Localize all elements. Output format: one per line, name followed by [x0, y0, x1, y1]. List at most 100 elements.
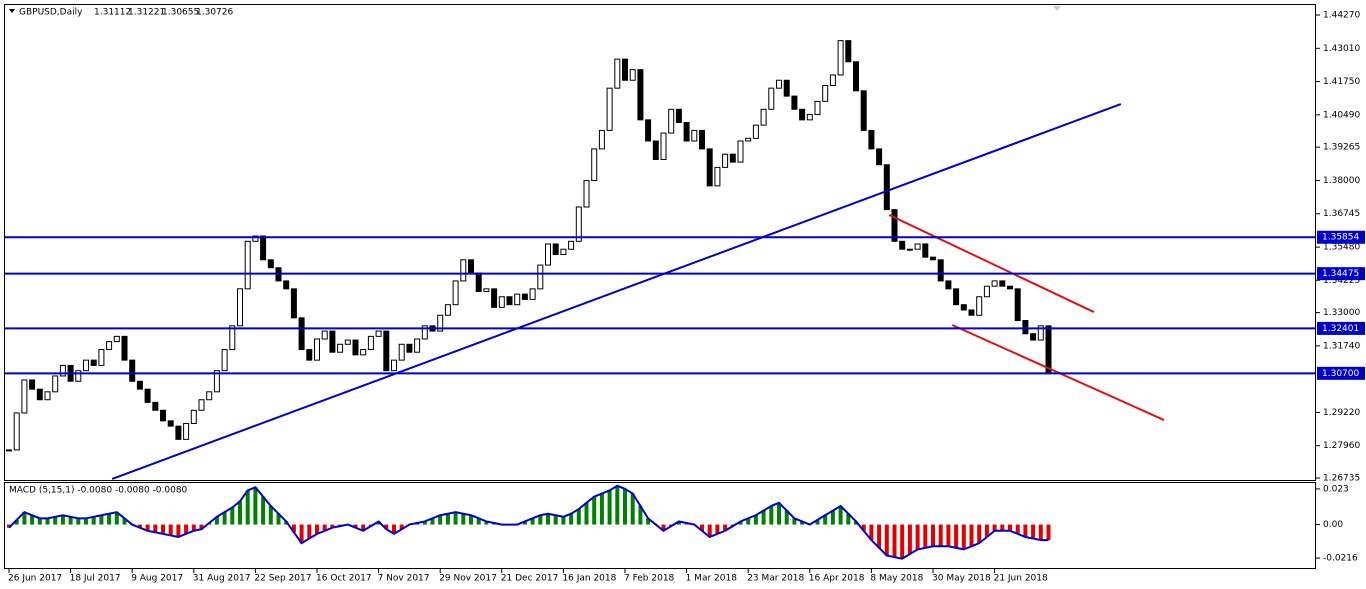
level-label: 1.30700 — [1322, 369, 1359, 379]
candle — [991, 280, 998, 287]
candle — [930, 256, 936, 261]
x-tick-label: 16 Jan 2018 — [562, 574, 616, 584]
x-tick-label: 16 Oct 2017 — [316, 574, 372, 584]
macd-bar — [700, 524, 704, 531]
macd-bar — [307, 524, 312, 539]
x-tick-label: 21 Jun 2018 — [994, 574, 1048, 584]
candle — [999, 280, 1006, 287]
macd-bar — [977, 524, 982, 544]
macd-bar — [299, 524, 304, 544]
candle — [337, 343, 344, 353]
candle — [221, 349, 228, 372]
candle — [945, 280, 952, 290]
y-tick-label: 1.41750 — [1323, 77, 1360, 87]
macd-bar — [430, 518, 435, 525]
main-panel — [4, 4, 1316, 481]
candle — [452, 280, 459, 306]
y-tick-label: 1.40490 — [1323, 110, 1360, 120]
macd-bar — [53, 516, 58, 525]
candle — [237, 288, 243, 327]
level-label: 1.34475 — [1322, 269, 1359, 279]
candle — [290, 288, 297, 319]
candle — [283, 280, 290, 290]
candle — [344, 339, 351, 345]
candle — [375, 330, 382, 337]
candle — [437, 314, 444, 332]
candle — [491, 288, 498, 308]
x-tick-label: 21 Dec 2017 — [501, 574, 559, 584]
candle — [175, 425, 182, 440]
macd-bar — [569, 513, 574, 525]
macd-bar — [291, 524, 296, 533]
candle — [121, 335, 128, 361]
scroll-arrow[interactable] — [1053, 6, 1061, 11]
candle — [845, 40, 852, 63]
candle — [529, 288, 536, 300]
level-label: 1.32401 — [1322, 324, 1359, 334]
macd-bar — [861, 524, 866, 531]
macd-bar — [161, 524, 165, 534]
candle — [906, 248, 913, 251]
macd-bar — [830, 510, 835, 525]
macd-bar — [22, 512, 27, 525]
macd-bar — [261, 496, 266, 525]
macd-bar — [546, 513, 550, 525]
candle — [183, 422, 190, 440]
candle — [421, 325, 428, 340]
macd-bar — [753, 515, 758, 525]
candle — [129, 359, 136, 382]
candle — [891, 209, 898, 242]
menu-arrow[interactable] — [9, 9, 15, 13]
macd-bar — [68, 516, 73, 525]
candle — [960, 304, 967, 311]
macd-bar — [276, 513, 281, 525]
macd-bar — [607, 490, 612, 525]
macd-bar — [676, 521, 681, 525]
candle — [637, 69, 644, 121]
macd-bar — [268, 505, 273, 525]
candle — [167, 420, 174, 427]
macd-bar — [954, 524, 959, 548]
candle — [899, 240, 906, 250]
x-tick-label: 29 Nov 2017 — [439, 574, 497, 584]
candle — [714, 166, 721, 187]
candle — [545, 243, 551, 266]
macd-bar — [530, 518, 535, 525]
macd-bar — [453, 512, 458, 525]
candle — [1022, 320, 1029, 335]
macd-bar — [884, 524, 889, 556]
candle — [691, 129, 698, 142]
candle — [914, 243, 921, 250]
candle — [822, 85, 829, 102]
candle — [36, 388, 43, 401]
macd-bar — [14, 519, 19, 525]
macd-bar — [553, 515, 558, 525]
level-label-box — [1317, 230, 1365, 244]
macd-bar — [438, 515, 443, 525]
y-tick-label: 1.27960 — [1323, 441, 1360, 451]
candle — [791, 95, 798, 110]
macd-bar — [191, 524, 196, 531]
candle — [506, 296, 513, 306]
y-tick-label: 0.023 — [1323, 484, 1349, 494]
y-tick-label: 1.33000 — [1323, 308, 1360, 318]
candle — [583, 180, 590, 208]
candle — [144, 388, 151, 403]
macd-bar — [769, 505, 774, 525]
candle — [652, 140, 659, 160]
candle — [52, 375, 59, 393]
candle — [190, 409, 197, 424]
macd-bar — [715, 524, 720, 534]
macd-bar — [45, 518, 50, 525]
candle — [160, 409, 166, 422]
candle — [206, 391, 213, 401]
candle — [660, 132, 667, 160]
candle — [1045, 325, 1052, 374]
macd-panel — [4, 482, 1316, 569]
x-tick-label: 30 May 2018 — [932, 574, 991, 584]
candle — [75, 370, 82, 382]
macd-bar — [576, 509, 581, 525]
macd-bar — [623, 488, 627, 525]
